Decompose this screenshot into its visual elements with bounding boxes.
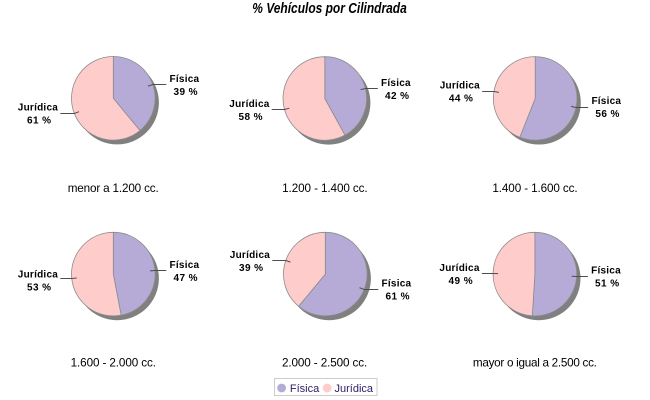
svg-text:Jurídica: Jurídica — [18, 270, 58, 281]
svg-text:Jurídica: Jurídica — [18, 103, 58, 114]
svg-text:Jurídica: Jurídica — [335, 383, 374, 395]
svg-text:Física: Física — [170, 260, 200, 271]
svg-text:Física: Física — [591, 96, 621, 107]
svg-text:42 %: 42 % — [385, 91, 409, 102]
svg-text:39 %: 39 % — [239, 263, 263, 274]
svg-text:Física: Física — [591, 265, 621, 276]
svg-text:menor a 1.200 cc.: menor a 1.200 cc. — [68, 182, 159, 195]
svg-text:Jurídica: Jurídica — [229, 99, 269, 110]
svg-text:56 %: 56 % — [595, 109, 619, 120]
svg-text:Jurídica: Jurídica — [439, 263, 479, 274]
svg-text:47 %: 47 % — [173, 273, 197, 284]
svg-text:mayor o igual a 2.500 cc.: mayor o igual a 2.500 cc. — [473, 356, 597, 369]
svg-text:Física: Física — [381, 78, 411, 89]
svg-text:51 %: 51 % — [595, 278, 619, 289]
svg-text:44 %: 44 % — [449, 94, 473, 105]
svg-text:58 %: 58 % — [238, 112, 262, 123]
svg-text:Física: Física — [170, 74, 200, 85]
svg-text:2.000 - 2.500 cc.: 2.000 - 2.500 cc. — [282, 356, 367, 369]
svg-text:61 %: 61 % — [27, 116, 51, 127]
svg-text:1.400 - 1.600 cc.: 1.400 - 1.600 cc. — [492, 182, 577, 195]
svg-text:Física: Física — [290, 383, 320, 395]
svg-text:1.600 - 2.000 cc.: 1.600 - 2.000 cc. — [71, 356, 156, 369]
svg-text:49 %: 49 % — [449, 276, 473, 287]
svg-text:Jurídica: Jurídica — [440, 81, 480, 92]
svg-text:39 %: 39 % — [173, 87, 197, 98]
svg-text:1.200 - 1.400 cc.: 1.200 - 1.400 cc. — [282, 182, 368, 195]
svg-text:61 %: 61 % — [385, 291, 409, 302]
svg-text:53 %: 53 % — [27, 283, 51, 294]
svg-text:Física: Física — [382, 278, 412, 289]
svg-text:% Vehículos por Cilindrada: % Vehículos por Cilindrada — [252, 1, 407, 17]
svg-text:Jurídica: Jurídica — [230, 250, 270, 261]
